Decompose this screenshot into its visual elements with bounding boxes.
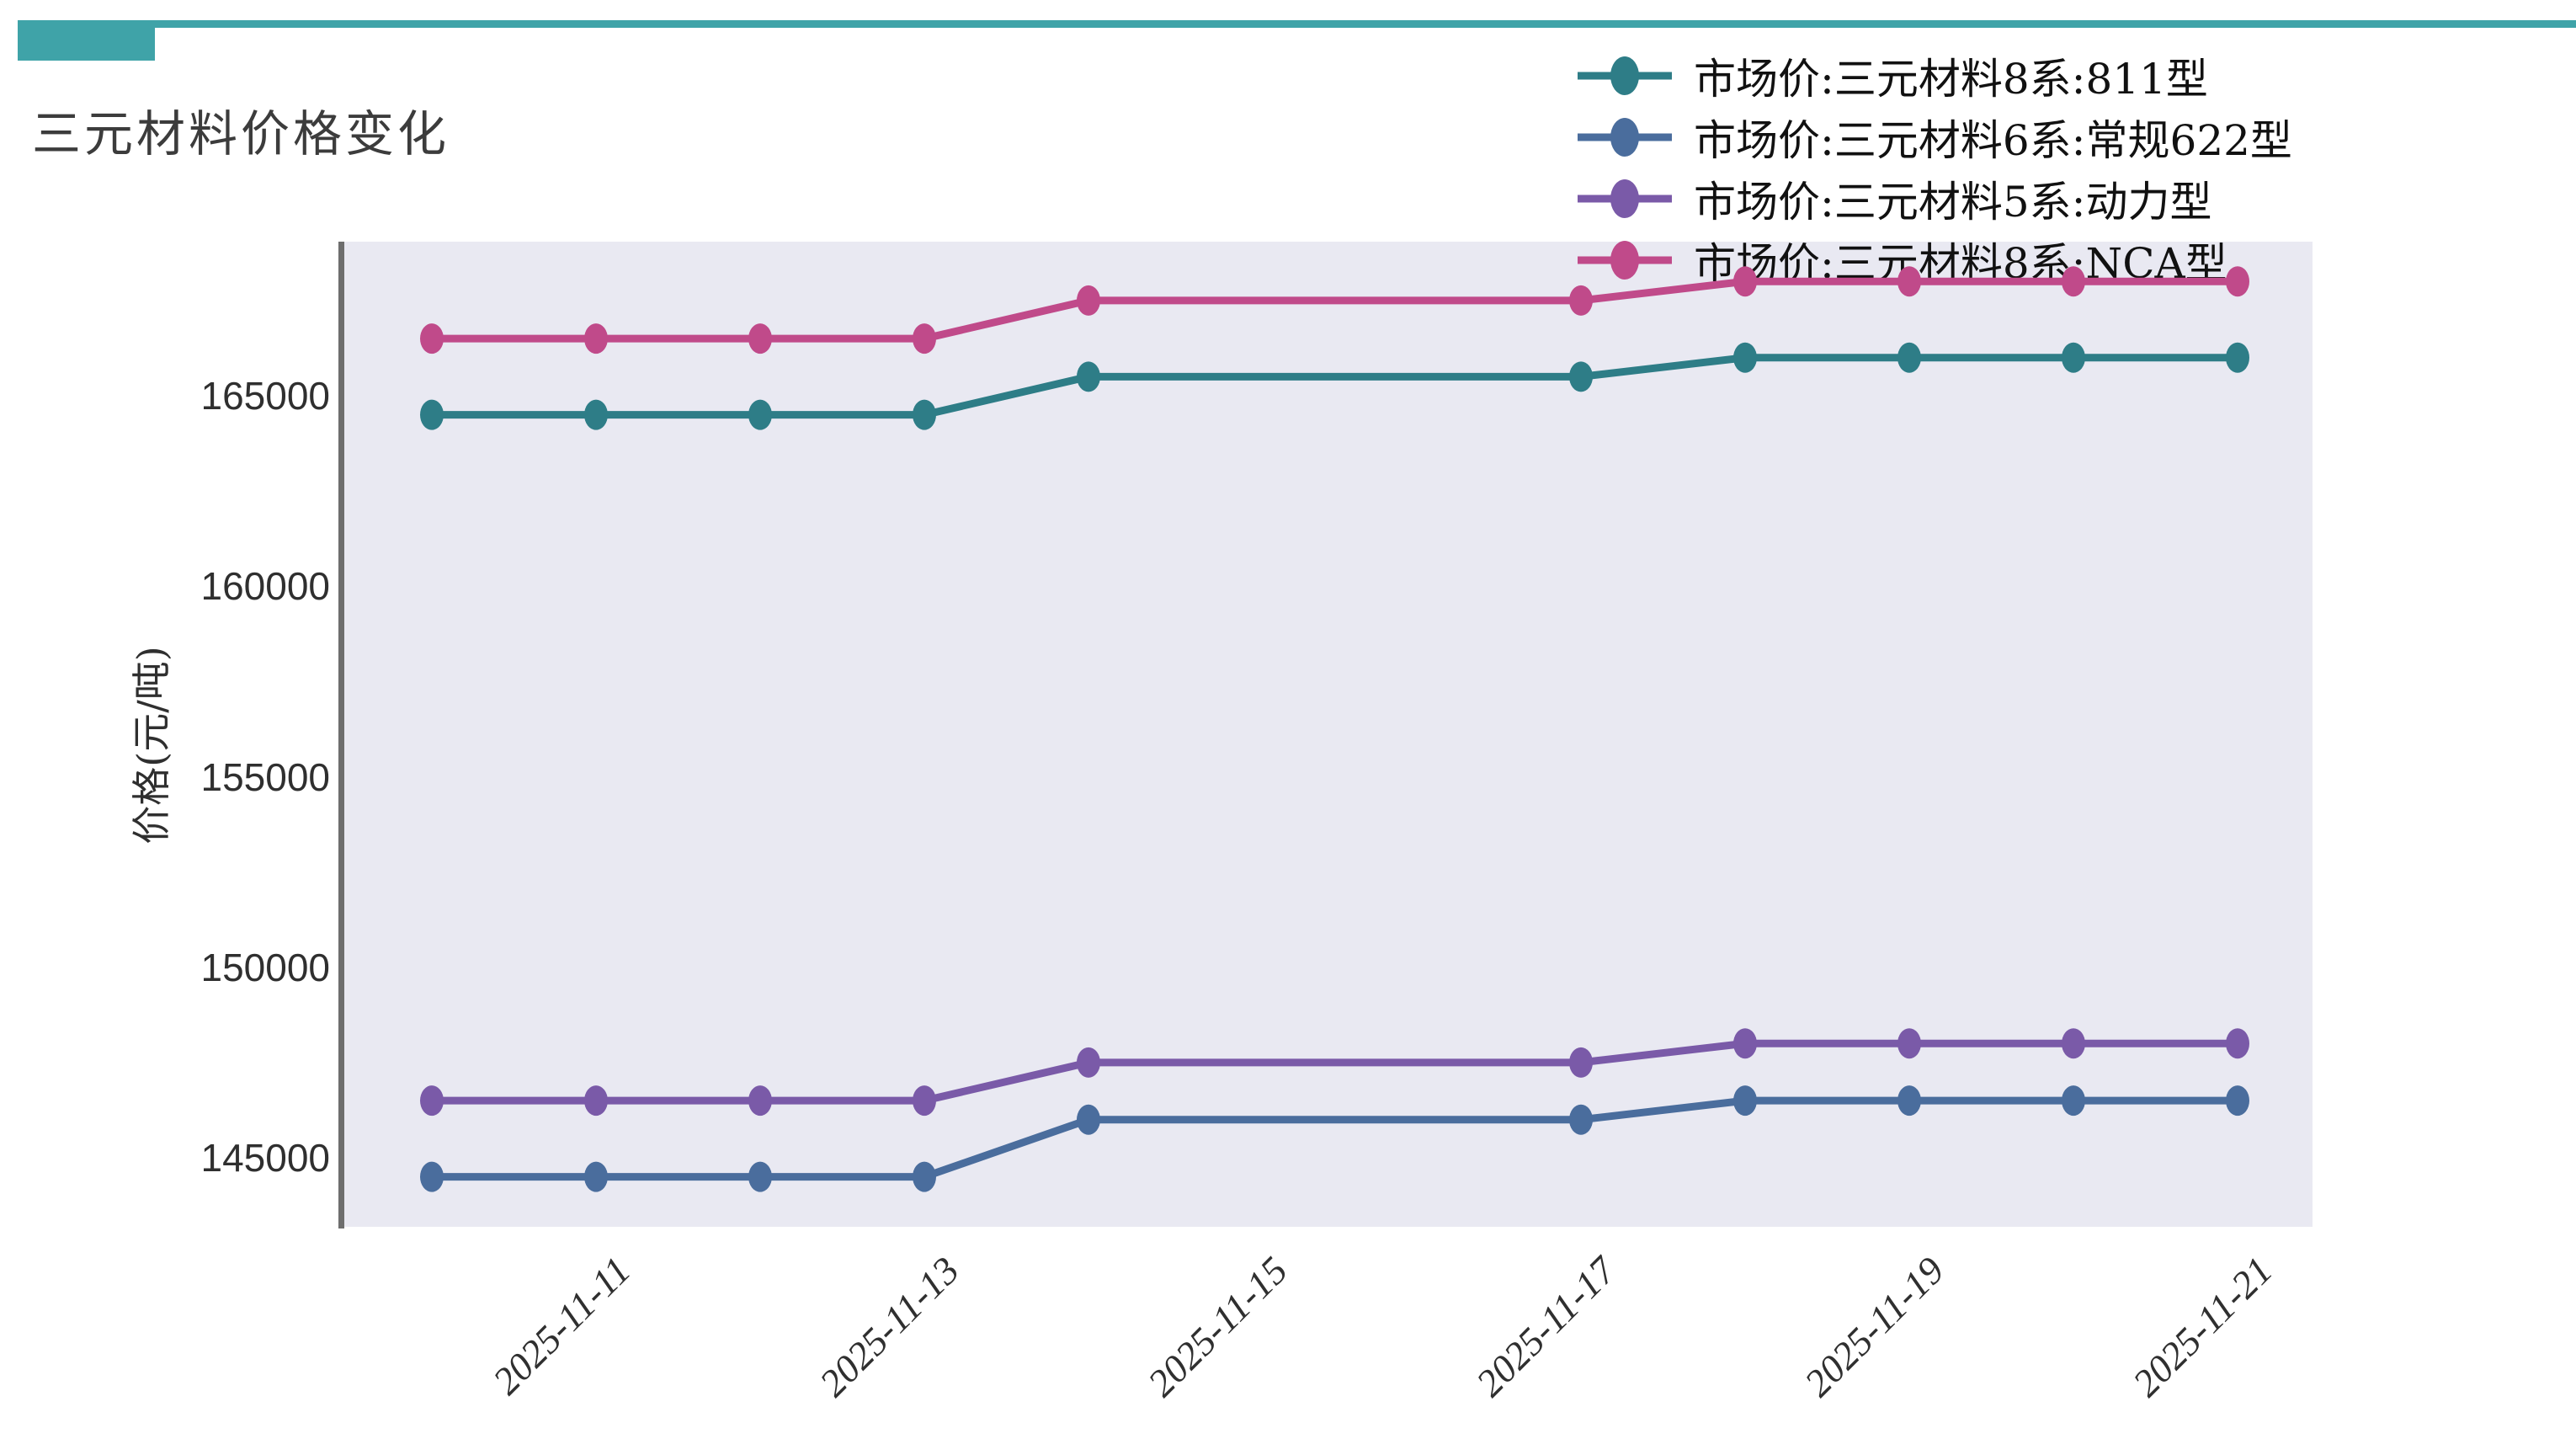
data-point-marker [1897, 266, 1921, 297]
data-point-marker [420, 399, 444, 430]
data-point-marker [1569, 285, 1593, 316]
data-point-marker [584, 1085, 608, 1117]
data-point-marker [420, 1085, 444, 1117]
data-point-marker [1569, 1047, 1593, 1078]
data-point-marker [2062, 266, 2085, 297]
data-point-marker [748, 399, 772, 430]
y-tick-label: 145000 [200, 1136, 331, 1180]
data-point-marker [748, 1161, 772, 1192]
data-point-marker [1733, 1028, 1757, 1059]
data-point-marker [1077, 361, 1100, 392]
data-point-marker [1077, 285, 1100, 316]
data-point-marker [748, 323, 772, 354]
data-point-marker [2062, 342, 2085, 373]
data-point-marker [584, 1161, 608, 1192]
y-tick-label: 160000 [200, 564, 331, 609]
series-line [432, 1096, 2238, 1181]
legend-item-label: 市场价:三元材料5系:动力型 [1694, 177, 2212, 227]
data-point-marker [748, 1085, 772, 1117]
legend-item: 市场价:三元材料8系:811型 [1574, 45, 2292, 106]
data-point-marker [2226, 1085, 2249, 1117]
header-accent-block [18, 20, 155, 61]
legend-item-label: 市场价:三元材料6系:常规622型 [1694, 115, 2292, 165]
data-point-marker [1733, 342, 1757, 373]
legend-item-label: 市场价:三元材料8系:811型 [1694, 54, 2208, 104]
data-point-marker [1077, 1104, 1100, 1135]
data-point-marker [2226, 1028, 2249, 1059]
series-line [432, 354, 2238, 419]
series-line [432, 277, 2238, 343]
data-point-marker [1897, 342, 1921, 373]
y-tick-label: 165000 [200, 374, 331, 418]
legend-line-marker-icon [1578, 179, 1672, 218]
data-point-marker [2062, 1028, 2085, 1059]
header-accent-line [18, 20, 2576, 28]
chart-legend: 市场价:三元材料8系:811型市场价:三元材料6系:常规622型 市场价:三元材料… [1574, 45, 2292, 290]
data-point-marker [913, 1085, 936, 1117]
data-point-marker [584, 323, 608, 354]
y-axis-spine [338, 242, 344, 1228]
legend-line-marker-icon [1578, 56, 1672, 95]
page-title: 三元材料价格变化 [32, 105, 450, 163]
legend-item: 市场价:三元材料5系:动力型 [1574, 168, 2292, 229]
data-point-marker [1897, 1085, 1921, 1117]
legend-item: 市场价:三元材料6系:常规622型 [1574, 106, 2292, 168]
legend-line-marker-icon [1578, 117, 1672, 157]
data-point-marker [2226, 342, 2249, 373]
data-point-marker [420, 323, 444, 354]
data-point-marker [913, 323, 936, 354]
data-point-marker [913, 1161, 936, 1192]
data-point-marker [913, 399, 936, 430]
data-point-marker [584, 399, 608, 430]
legend-line-marker-icon [1578, 240, 1672, 280]
data-point-marker [2226, 266, 2249, 297]
y-tick-label: 155000 [200, 754, 331, 799]
data-point-marker [1569, 361, 1593, 392]
series-line [432, 1039, 2238, 1105]
data-point-marker [1733, 1085, 1757, 1117]
data-point-marker [2062, 1085, 2085, 1117]
data-point-marker [420, 1161, 444, 1192]
data-point-marker [1733, 266, 1757, 297]
data-point-marker [1897, 1028, 1921, 1059]
data-point-marker [1077, 1047, 1100, 1078]
data-point-marker [1569, 1104, 1593, 1135]
y-tick-label: 150000 [200, 945, 331, 989]
